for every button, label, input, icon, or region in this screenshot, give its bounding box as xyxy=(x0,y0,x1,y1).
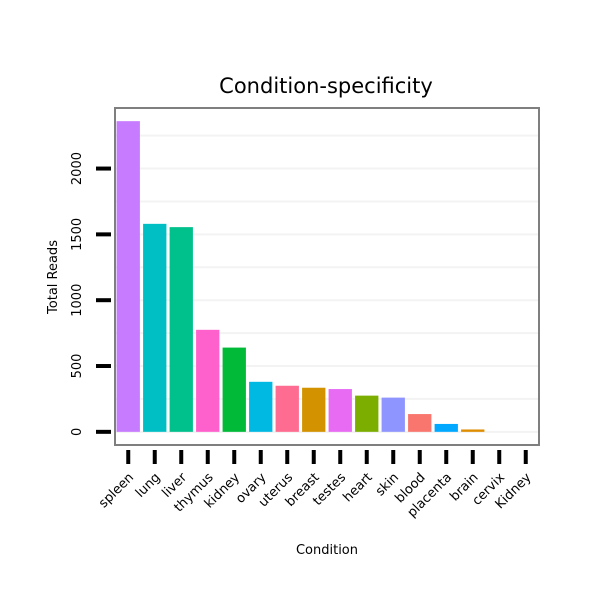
plot-panel-border xyxy=(114,107,540,446)
y-tick-label: 0 xyxy=(70,428,85,436)
bar-skin xyxy=(381,397,405,432)
y-tick-label: 500 xyxy=(70,354,85,379)
bar-ovary xyxy=(249,381,273,432)
bar-liver xyxy=(169,227,193,432)
bar-brain xyxy=(461,429,485,432)
bar-breast xyxy=(302,387,326,432)
bar-uterus xyxy=(275,385,299,432)
y-axis-label: Total Reads xyxy=(46,240,61,315)
bar-blood xyxy=(408,414,432,432)
x-axis-label: Condition xyxy=(296,543,358,558)
y-tick-label: 1500 xyxy=(70,218,85,251)
x-tick-label: heart xyxy=(340,470,375,505)
bars xyxy=(116,121,485,432)
bar-spleen xyxy=(116,121,140,432)
bar-placenta xyxy=(434,423,458,432)
x-tick-label: spleen xyxy=(96,470,137,511)
bar-kidney xyxy=(222,347,246,432)
bar-testes xyxy=(328,389,352,432)
x-axis: spleenlungliverthymuskidneyovaryuterusbr… xyxy=(96,450,535,521)
y-axis: 0 500 1000 1500 2000 xyxy=(70,152,111,436)
bar-lung xyxy=(143,223,167,432)
x-tick-label: lung xyxy=(133,470,164,501)
bar-heart xyxy=(355,395,379,432)
chart-title: Condition-specificity xyxy=(219,74,433,98)
y-tick-label: 1000 xyxy=(70,284,85,317)
y-tick-label: 2000 xyxy=(70,152,85,185)
bar-thymus xyxy=(196,329,220,432)
